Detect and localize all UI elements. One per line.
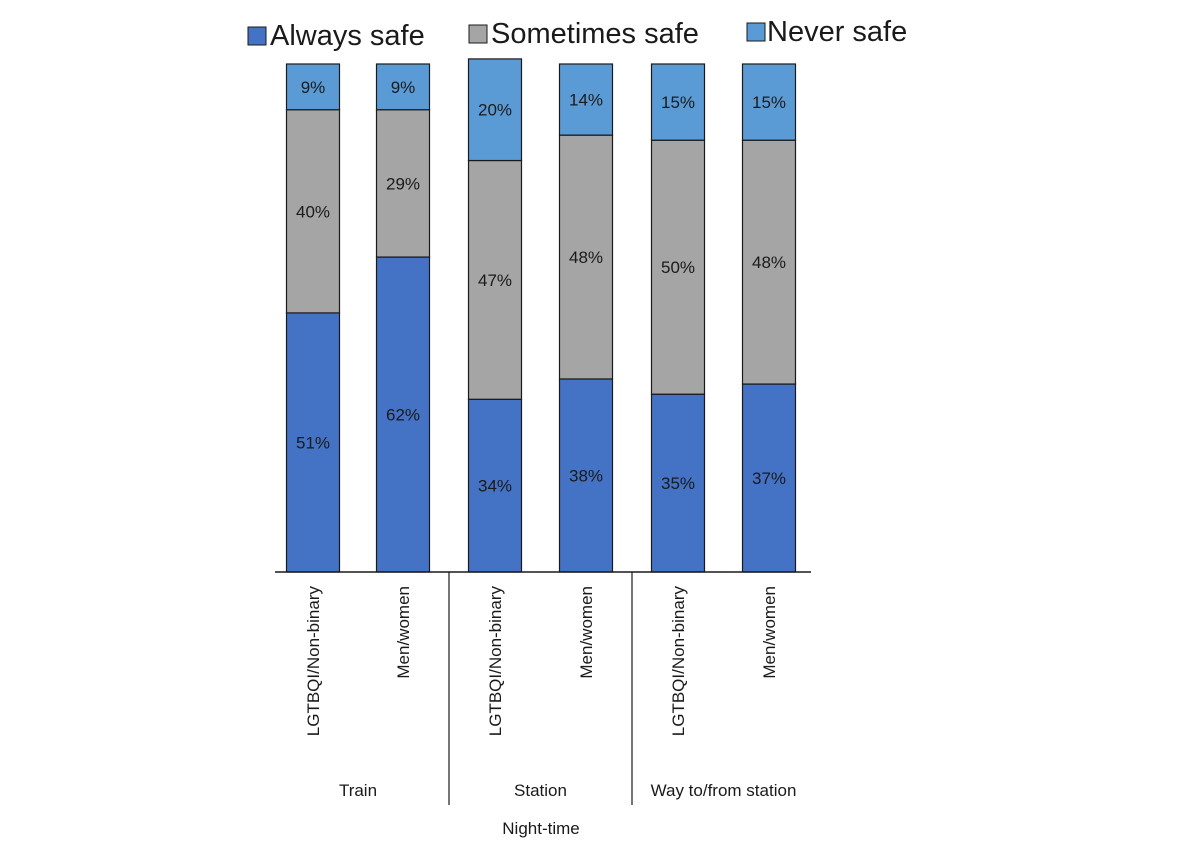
legend-label: Never safe — [767, 16, 907, 48]
category-tick-label: Men/women — [760, 586, 779, 679]
data-label: 38% — [569, 466, 603, 485]
data-label: 50% — [661, 258, 695, 277]
bar-segment — [467, 58, 523, 162]
data-label: 48% — [752, 253, 786, 272]
group-label: Train — [339, 781, 377, 800]
data-label: 35% — [661, 474, 695, 493]
data-label: 15% — [661, 93, 695, 112]
bar-segment — [558, 134, 614, 380]
legend: Always safe Sometimes safe Never safe — [247, 16, 907, 52]
data-label: 62% — [386, 406, 420, 425]
data-label: 48% — [569, 248, 603, 267]
legend-swatch — [247, 26, 267, 46]
bar-segment — [467, 159, 523, 400]
bar-segment — [375, 256, 431, 573]
x-axis-label: Night-time — [502, 819, 579, 838]
data-label: 14% — [569, 91, 603, 110]
data-label: 9% — [391, 78, 416, 97]
data-label: 40% — [296, 202, 330, 221]
data-label: 9% — [301, 78, 326, 97]
bar-segment — [558, 63, 614, 136]
data-label: 20% — [478, 101, 512, 120]
legend-label: Sometimes safe — [491, 18, 699, 50]
legend-swatch — [746, 22, 766, 42]
category-tick-label: Men/women — [577, 586, 596, 679]
group-label: Way to/from station — [651, 781, 797, 800]
category-tick-label: LGTBQI/Non-binary — [486, 586, 505, 737]
bar-segment — [285, 63, 341, 111]
category-tick-label: LGTBQI/Non-binary — [669, 586, 688, 737]
group-label: Station — [514, 781, 567, 800]
bar-segment — [650, 63, 706, 141]
bar-segment — [285, 109, 341, 314]
category-tick-label: LGTBQI/Non-binary — [304, 586, 323, 737]
data-label: 29% — [386, 174, 420, 193]
bar-segment — [558, 378, 614, 573]
data-label: 37% — [752, 469, 786, 488]
data-label: 47% — [478, 271, 512, 290]
legend-label: Always safe — [270, 20, 425, 52]
bars-group: 51% 40% 9% 62% 29% 9% 34% 47% 20% 38% 48% 14% 35% 50%… — [285, 58, 797, 573]
bar-segment — [741, 383, 797, 573]
legend-swatch — [468, 24, 488, 44]
bar-segment — [741, 63, 797, 141]
category-tick-label: Men/women — [394, 586, 413, 679]
bar-segment — [285, 312, 341, 573]
bar-segment — [375, 109, 431, 258]
bar-segment — [375, 63, 431, 111]
data-label: 34% — [478, 477, 512, 496]
data-label: 51% — [296, 433, 330, 452]
bar-segment — [741, 139, 797, 385]
data-label: 15% — [752, 93, 786, 112]
